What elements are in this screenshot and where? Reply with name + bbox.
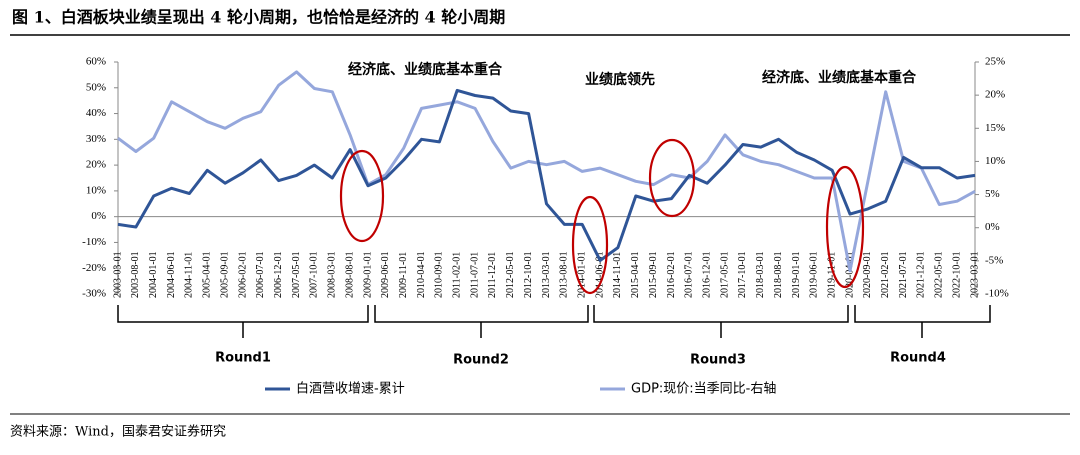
annotation: 业绩底领先 [585,71,655,88]
x-tick-label: 2020-09-01 [862,251,873,298]
x-tick-label: 2019-11-01 [826,252,837,298]
plot: -30% -20% -10% 0% 10% 20% 30% 40% 50% 60% -10% -5% 0… [82,56,1009,300]
x-tick-label: 2005-04-01 [202,251,213,298]
y-tick-label: 40% [86,107,106,119]
y-tick-label: 60% [86,56,106,68]
x-tick-label: 2015-04-01 [630,251,641,298]
y-tick-label: -10% [82,236,106,248]
x-tick-label: 2021-02-01 [880,251,891,298]
x-tick-label: 2009-01-01 [362,251,373,298]
annotation: 经济底、业绩底基本重合 [348,61,503,78]
y-tick-label: 50% [86,81,106,93]
y-tick-label: -30% [82,288,106,300]
legend-label: 白酒营收增速-累计 [296,381,405,397]
round-label: Round2 [453,353,509,368]
y2-tick-label: 5% [985,188,1000,200]
x-tick-label: 2011-07-01 [469,252,480,298]
x-tick-label: 2006-07-01 [255,251,266,298]
y2-tick-label: 0% [985,221,1000,233]
x-tick-label: 2022-05-01 [934,251,945,298]
x-tick-label: 2012-05-01 [505,251,516,298]
series-line [117,88,976,262]
x-tick-label: 2004-06-01 [166,251,177,298]
x-tick-label: 2006-02-01 [237,251,248,298]
x-tick-label: 2021-12-01 [916,251,927,298]
x-tick-label: 2016-02-01 [666,251,677,298]
y-tick-label: 10% [86,184,106,196]
x-tick-label: 2010-04-01 [416,251,427,298]
x-tick-label: 2003-03-01 [112,251,123,298]
x-tick-label: 2020-04-01 [844,251,855,298]
y2-tick-label: 10% [985,155,1005,167]
x-tick-label: 2018-03-01 [755,251,766,298]
x-tick-label: 2005-09-01 [219,251,230,298]
x-tick-label: 2014-01-01 [577,251,588,298]
round-brackets [117,305,991,338]
x-tick-label: 2021-07-01 [898,251,909,298]
annotation: 经济底、业绩底基本重合 [762,69,917,86]
round-label: Round3 [690,353,746,368]
y-tick-label: 0% [91,210,106,222]
x-tick-label: 2017-05-01 [719,251,730,298]
x-tick-label: 2018-08-01 [773,251,784,298]
y2-tick-label: -5% [985,254,1003,266]
round-label: Round4 [890,351,946,366]
x-tick-label: 2022-10-01 [951,251,962,298]
x-tick-label: 2015-09-01 [648,251,659,298]
y2-tick-label: 20% [985,89,1005,101]
x-tick-label: 2012-10-01 [523,251,534,298]
x-tick-label: 2023-03-01 [969,251,980,298]
x-tick-label: 2016-12-01 [701,251,712,298]
x-tick-label: 2007-10-01 [309,251,320,298]
x-tick-label: 2013-03-01 [541,251,552,298]
x-tick-label: 2019-06-01 [809,251,820,298]
y2-tick-label: 15% [985,122,1005,134]
y-tick-label: -20% [82,262,106,274]
x-tick-label: 2007-05-01 [291,251,302,298]
x-tick-label: 2014-11-01 [612,252,623,298]
x-tick-label: 2008-08-01 [344,251,355,298]
highlight-ellipses [339,138,865,295]
x-tick-label: 2010-09-01 [434,251,445,298]
x-tick-label: 2008-03-01 [327,251,338,298]
series-line [117,70,976,273]
x-tick-label: 2006-12-01 [273,251,284,298]
x-tick-label: 2017-10-01 [737,251,748,298]
round-label: Round1 [215,351,271,366]
chart-title: 图 1、白酒板块业绩呈现出 4 轮小周期，也恰恰是经济的 4 轮小周期 [12,8,505,27]
x-tick-label: 2019-01-01 [791,251,802,298]
y-tick-label: 30% [86,133,106,145]
x-tick-label: 2004-01-01 [148,251,159,298]
x-tick-label: 2016-07-01 [684,251,695,298]
x-tick-label: 2004-11-01 [184,252,195,298]
x-tick-label: 2011-12-01 [487,252,498,298]
x-tick-label: 2003-08-01 [130,251,141,298]
x-tick-label: 2009-06-01 [380,251,391,298]
y2-tick-label: 25% [985,56,1005,68]
x-tick-label: 2013-08-01 [559,251,570,298]
x-tick-label: 2009-11-01 [398,252,409,298]
legend-label: GDP:现价:当季同比-右轴 [631,382,776,397]
x-tick-label: 2011-02-01 [452,252,463,298]
source: 资料来源：Wind，国泰君安证券研究 [10,424,226,440]
x-tick-label: 2014-06-01 [594,251,605,298]
y2-tick-label: -10% [985,288,1009,300]
y-tick-label: 20% [86,159,106,171]
